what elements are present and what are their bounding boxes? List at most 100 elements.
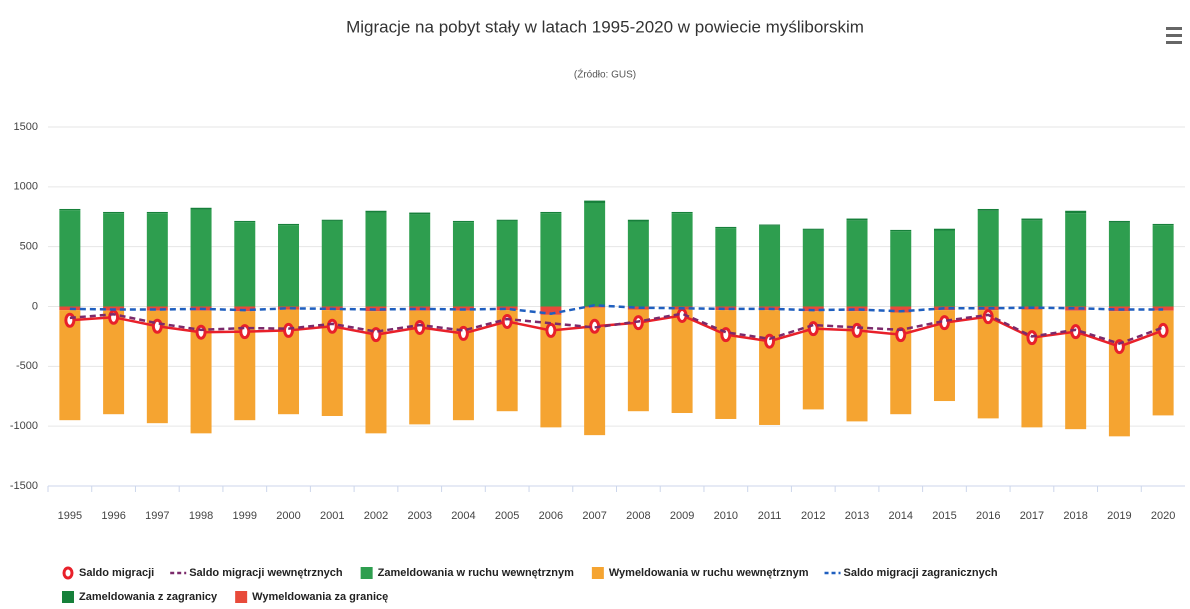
menu-bar[interactable] [1166,34,1182,37]
line-marker [195,324,207,340]
bar [627,219,649,222]
series-line [69,312,1164,345]
legend-swatch [235,591,248,603]
bar [1065,213,1087,307]
bar [540,213,562,307]
x-tick-label: 2014 [889,510,913,522]
bar [365,311,387,434]
bar [103,213,125,307]
bar [278,225,300,307]
x-tick-label: 2004 [451,510,475,522]
y-tick-label: -1500 [10,480,38,492]
bar [802,311,824,410]
chart-subtitle: (Źródło: GUS) [574,68,636,81]
x-tick-label: 2015 [932,510,956,522]
legend-label: Saldo migracji [79,567,154,579]
legend-label: Wymeldowania w ruchu wewnętrznym [609,567,809,579]
bar [584,306,606,308]
menu-bar[interactable] [1166,27,1182,30]
menu-bar[interactable] [1166,41,1182,44]
bar [1065,210,1087,214]
bar [496,219,518,221]
bar [496,306,518,311]
line-marker [326,318,338,334]
bar [1065,306,1087,311]
bar [146,310,168,424]
bar [146,213,168,307]
bar [890,312,912,415]
bar [671,211,693,214]
legend-swatch [360,567,373,579]
bar [890,231,912,307]
chart-title: Migracje na pobyt stały w latach 1995-20… [346,17,864,36]
line-marker [1157,322,1169,338]
bar [715,226,737,229]
bar [846,311,868,422]
legend-item: Saldo migracji [62,566,154,580]
bar [759,225,781,307]
bar [1108,220,1130,223]
bar [496,220,518,307]
legend-item: Saldo migracji wewnętrznych [170,567,343,579]
bar [59,310,81,421]
y-tick-label: 0 [32,300,38,312]
bar [409,310,431,425]
x-tick-label: 2010 [714,510,738,522]
x-tick-label: 1997 [145,510,169,522]
bar [627,306,649,310]
bar [715,310,737,419]
y-tick-label: -500 [16,360,38,372]
x-tick-label: 2003 [407,510,431,522]
bar [540,211,562,214]
bar [977,310,999,419]
legend-item: Wymeldowania w ruchu wewnętrznym [591,567,809,579]
x-tick-label: 1999 [233,510,257,522]
bar [1152,310,1174,416]
y-tick-label: 1000 [14,181,38,193]
bar [1065,310,1087,430]
bar [452,220,474,223]
bar [627,309,649,412]
bar [496,310,518,412]
bar [234,311,256,421]
bar [1021,218,1043,221]
bar [540,314,562,428]
legend-item: Zameldowania w ruchu wewnętrznym [360,567,574,579]
x-tick-label: 1995 [58,510,82,522]
bar [278,309,300,415]
legend-label: Wymeldowania za granicę [252,591,388,603]
bar [584,202,606,307]
bar [977,210,999,307]
x-tick-label: 2011 [758,510,782,522]
legend-swatch [62,566,74,580]
bar [933,230,955,307]
line-marker [545,322,557,338]
bar [759,224,781,226]
bar [1021,309,1043,428]
x-tick-label: 1996 [101,510,125,522]
bar [802,228,824,230]
legend-label: Zameldowania w ruchu wewnętrznym [378,567,574,579]
menu-button[interactable] [1166,27,1182,44]
x-tick-label: 2002 [364,510,388,522]
x-tick-label: 2007 [582,510,606,522]
x-tick-label: 2006 [539,510,563,522]
bar [452,310,474,421]
bar [715,228,737,307]
line-marker [982,309,994,325]
bar [409,306,431,311]
bar [452,222,474,307]
legend-label: Zameldowania z zagranicy [79,591,218,603]
x-tick-label: 2008 [626,510,650,522]
bar [846,220,868,307]
y-tick-label: -1000 [10,420,38,432]
x-tick-label: 2009 [670,510,694,522]
x-tick-label: 2020 [1151,510,1175,522]
bar [103,211,125,214]
x-tick-label: 2012 [801,510,825,522]
bar [190,207,212,210]
bar [321,220,343,307]
x-tick-label: 2013 [845,510,869,522]
bar [321,310,343,416]
